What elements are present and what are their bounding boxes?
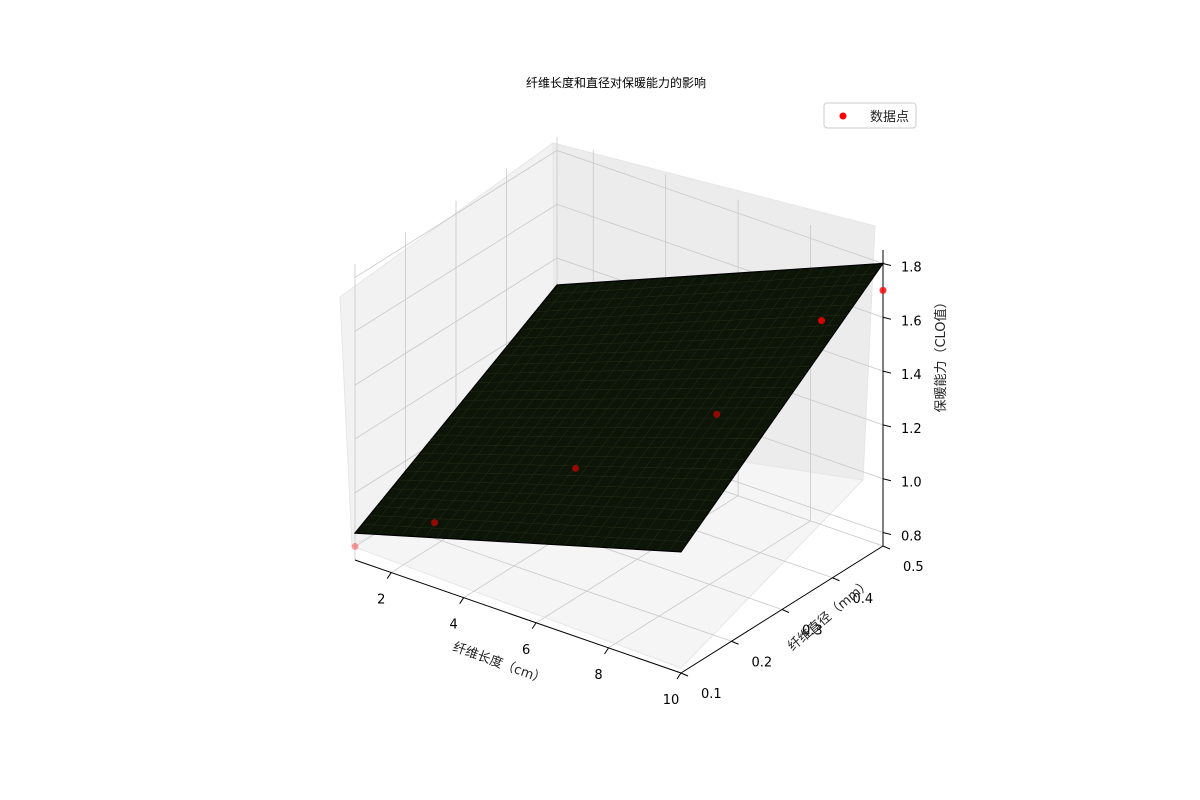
legend-marker xyxy=(839,112,847,120)
x-tick-mark xyxy=(386,572,392,579)
y-tick-label: 0.4 xyxy=(853,592,874,607)
y-tick-mark xyxy=(680,672,689,677)
z-tick-label: 1.2 xyxy=(901,422,922,437)
x-tick-label: 10 xyxy=(663,693,680,708)
y-tick-label: 0.5 xyxy=(903,560,924,575)
x-tick-mark xyxy=(459,597,465,604)
y-tick-label: 0.2 xyxy=(752,655,773,670)
x-tick-mark xyxy=(676,672,682,680)
z-tick-label: 1.0 xyxy=(901,476,922,491)
y-tick-mark xyxy=(731,640,739,645)
chart-title: 纤维长度和直径对保暖能力的影响 xyxy=(526,75,706,90)
z-tick-mark xyxy=(882,424,892,428)
axes: 2 4 6 8 10 0.1 0.2 0.3 0.4 0.5 0.8 1.0 1.2 1.4 1.6 1.8 xyxy=(354,250,924,708)
data-point xyxy=(572,464,580,472)
x-axis-line xyxy=(354,559,682,674)
z-tick-mark xyxy=(882,532,892,536)
z-tick-label: 1.6 xyxy=(901,314,922,329)
legend-label: 数据点 xyxy=(870,110,909,125)
surface-outline xyxy=(353,262,885,553)
data-point-front xyxy=(818,317,826,325)
surface xyxy=(353,262,885,553)
x-tick-mark xyxy=(604,647,609,655)
y-tick-mark xyxy=(832,577,840,582)
z-tick-mark xyxy=(882,370,892,374)
y-tick-mark xyxy=(882,545,891,550)
x-tick-label: 8 xyxy=(594,668,602,683)
z-tick-label: 1.4 xyxy=(901,368,922,383)
data-points xyxy=(351,286,887,551)
y-tick-label: 0.1 xyxy=(701,687,722,702)
z-tick-mark xyxy=(882,316,892,320)
data-point xyxy=(713,410,721,418)
x-axis-label: 纤维长度（cm） xyxy=(451,639,548,687)
z-tick-label: 1.8 xyxy=(901,260,922,275)
y-tick-label: 0.3 xyxy=(802,624,823,639)
x-tick-label: 6 xyxy=(522,643,530,658)
y-axis-label: 纤维直径（mm） xyxy=(785,576,874,654)
data-point-front xyxy=(879,286,887,294)
x-tick-label: 4 xyxy=(450,618,458,633)
x-tick-label: 2 xyxy=(377,593,385,608)
z-tick-mark xyxy=(882,478,892,482)
z-axis-label: 保暖能力（CLO值） xyxy=(933,295,949,412)
data-point xyxy=(351,543,359,551)
y-tick-mark xyxy=(781,609,790,613)
data-point xyxy=(431,519,439,527)
z-tick-label: 0.8 xyxy=(901,530,922,545)
legend-box xyxy=(823,102,917,129)
legend: 数据点 xyxy=(823,102,917,129)
x-tick-mark xyxy=(531,622,537,630)
z-tick-mark xyxy=(882,262,892,266)
